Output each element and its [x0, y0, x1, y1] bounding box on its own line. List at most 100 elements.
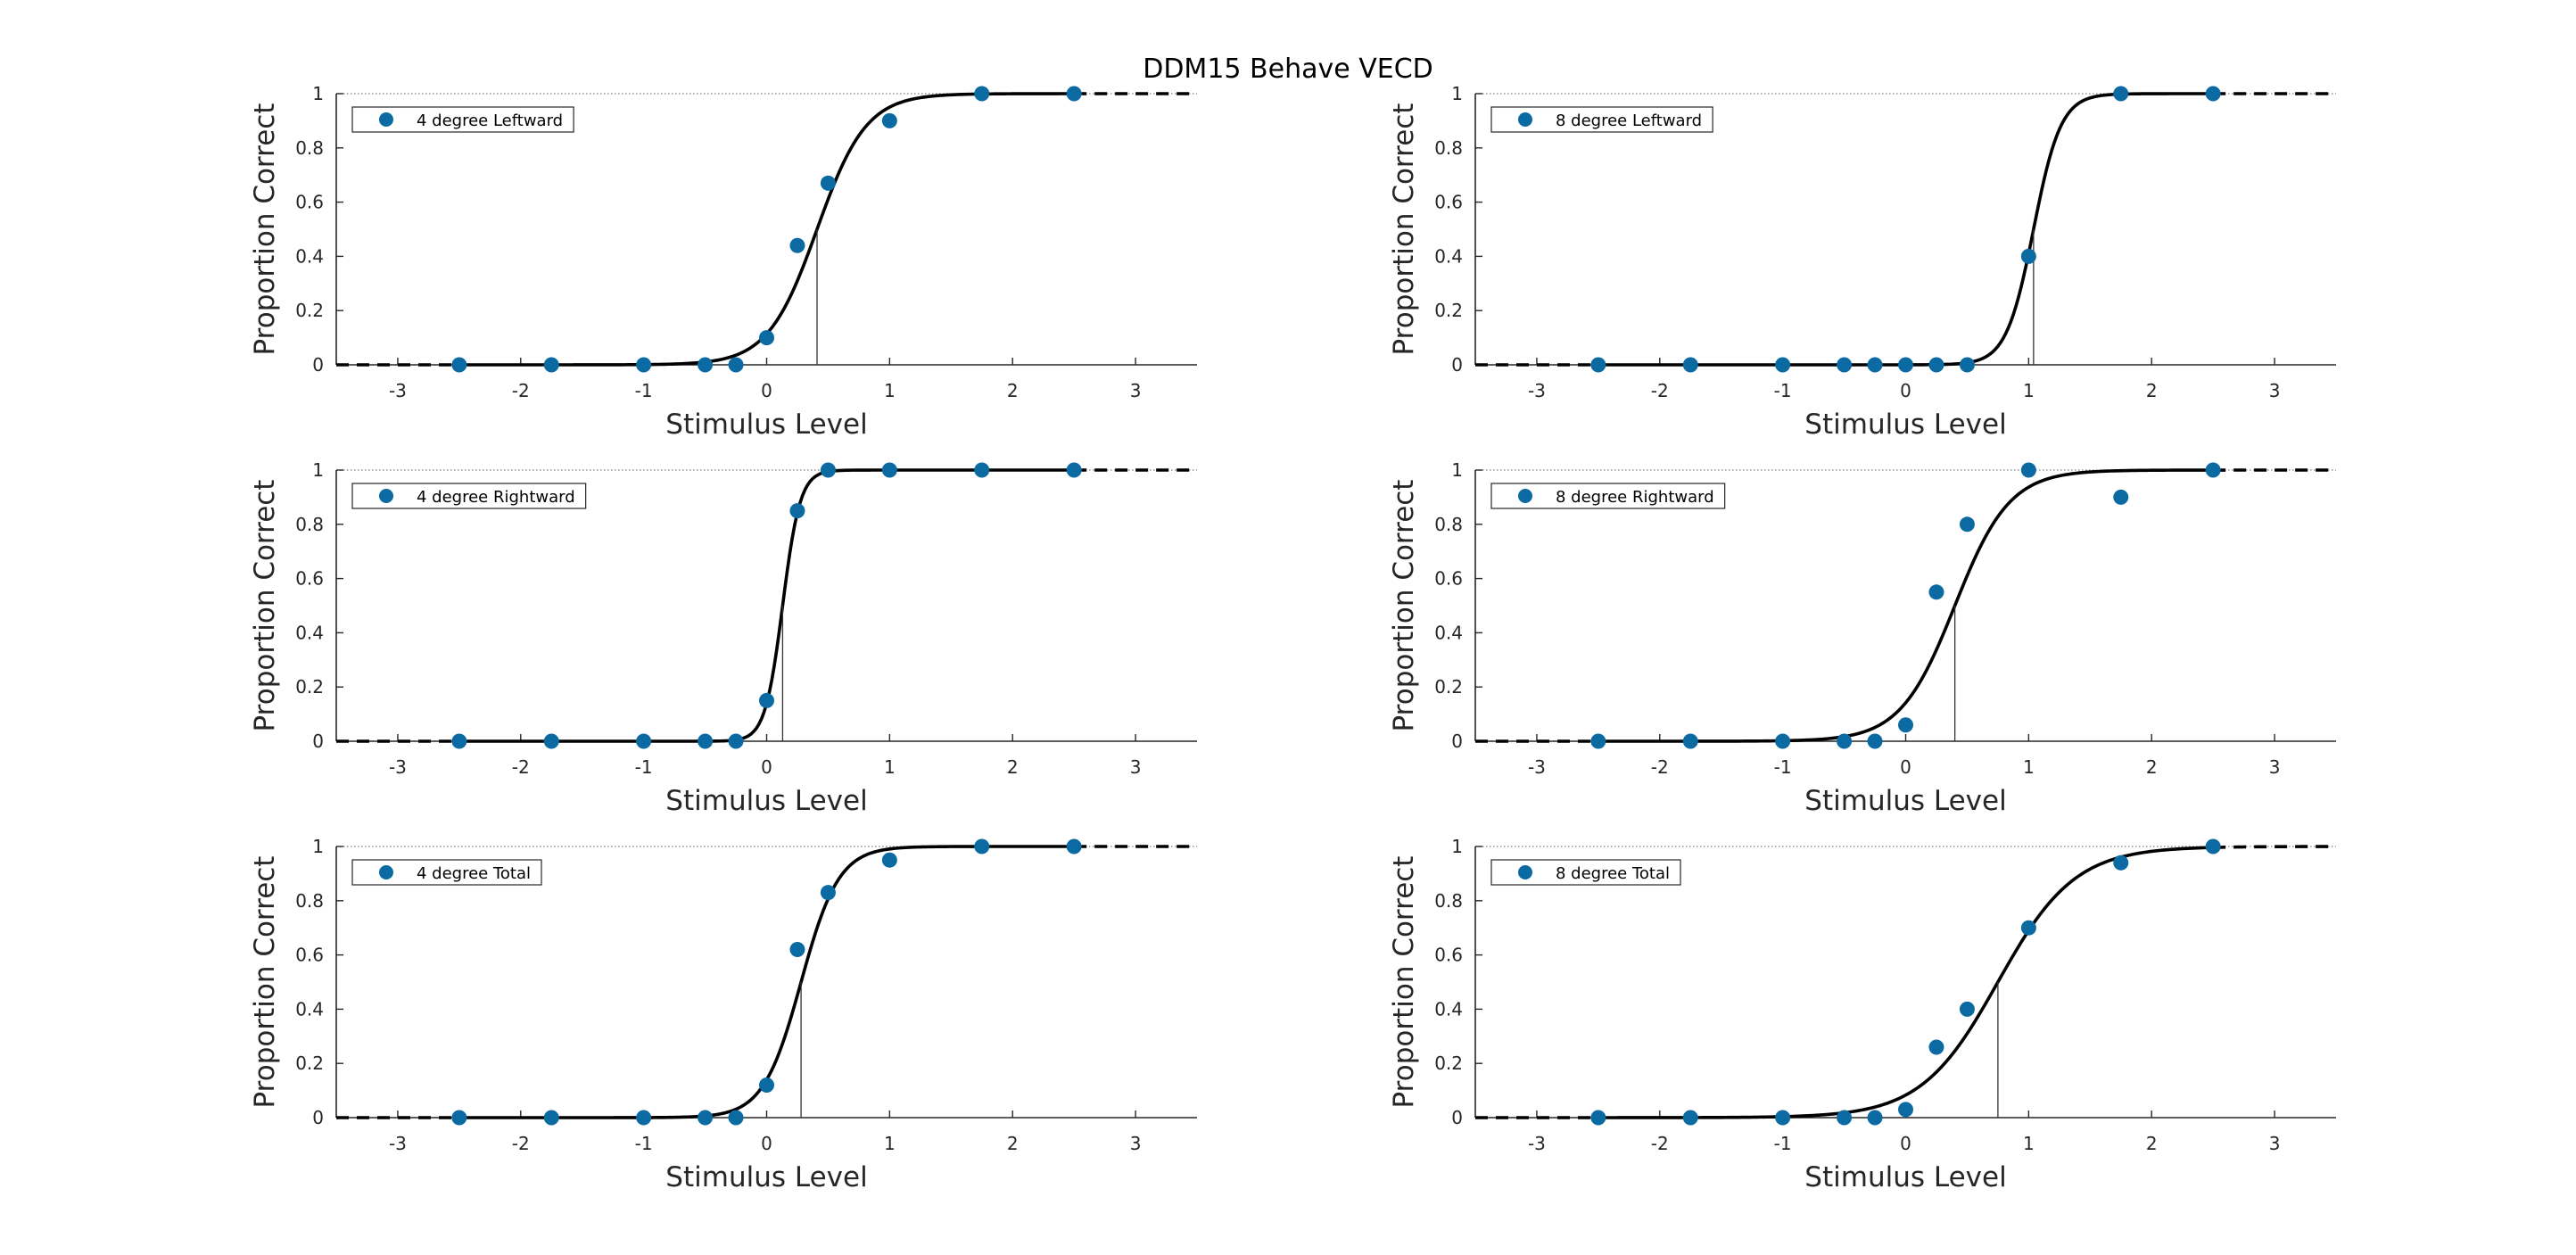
y-tick-label: 0.6	[295, 192, 324, 213]
data-point	[2113, 490, 2128, 505]
x-tick-label: 3	[1130, 380, 1142, 401]
data-point	[821, 176, 836, 191]
data-point	[1868, 358, 1883, 373]
y-axis-label: Proportion Correct	[1388, 856, 1420, 1109]
data-point	[544, 734, 559, 749]
x-tick-label: -3	[1528, 756, 1546, 778]
x-tick-label: 0	[1900, 756, 1911, 778]
x-tick-label: 0	[761, 756, 772, 778]
data-point	[882, 113, 897, 128]
x-tick-label: 3	[2269, 756, 2281, 778]
x-tick-label: -3	[389, 756, 407, 778]
legend-marker	[379, 489, 393, 503]
x-tick-label: -3	[389, 1133, 407, 1154]
y-tick-label: 0	[1451, 354, 1463, 376]
x-tick-label: 2	[2146, 380, 2158, 401]
data-point	[1928, 584, 1944, 599]
y-tick-label: 0	[312, 731, 324, 752]
x-tick-label: -3	[1528, 380, 1546, 401]
y-tick-label: 1	[1451, 836, 1463, 857]
data-point	[451, 734, 466, 749]
data-point	[636, 1111, 651, 1126]
data-point	[974, 839, 989, 855]
y-tick-label: 0	[1451, 731, 1463, 752]
data-point	[729, 734, 744, 749]
x-tick-label: -1	[1774, 380, 1792, 401]
data-point	[821, 885, 836, 900]
data-point	[1960, 1002, 1975, 1017]
y-axis-label: Proportion Correct	[249, 856, 281, 1109]
data-point	[729, 1111, 744, 1126]
data-point	[1837, 734, 1852, 749]
x-tick-label: 3	[2269, 1133, 2281, 1154]
data-point	[1898, 717, 1913, 732]
data-point	[1775, 1111, 1790, 1126]
legend-marker	[1518, 865, 1532, 879]
x-tick-label: -2	[512, 380, 530, 401]
data-point	[2113, 87, 2128, 102]
legend-label: 8 degree Leftward	[1556, 111, 1702, 130]
x-axis-label: Stimulus Level	[1804, 1161, 2006, 1193]
y-tick-label: 0.6	[295, 568, 324, 590]
data-point	[2021, 463, 2036, 478]
legend-marker	[379, 865, 393, 879]
legend-label: 8 degree Rightward	[1556, 488, 1714, 507]
y-tick-label: 0	[312, 354, 324, 376]
x-tick-label: -1	[635, 1133, 653, 1154]
x-tick-label: 1	[2023, 1133, 2035, 1154]
x-tick-label: -2	[512, 756, 530, 778]
y-tick-label: 0.8	[295, 890, 324, 912]
data-point	[1683, 734, 1698, 749]
data-point	[2206, 839, 2221, 855]
data-point	[544, 1111, 559, 1126]
data-point	[698, 358, 713, 373]
y-tick-label: 1	[312, 836, 324, 857]
fit-curve	[1598, 470, 2213, 741]
y-tick-label: 0.2	[295, 676, 324, 698]
data-point	[1067, 87, 1082, 102]
data-point	[2206, 87, 2221, 102]
data-point	[1960, 516, 1975, 532]
y-tick-label: 0.8	[295, 514, 324, 535]
x-tick-label: 2	[2146, 756, 2158, 778]
x-tick-label: -1	[1774, 1133, 1792, 1154]
data-point	[636, 734, 651, 749]
data-point	[1928, 358, 1944, 373]
data-point	[2113, 855, 2128, 871]
data-point	[759, 330, 774, 345]
data-point	[882, 853, 897, 868]
legend-label: 4 degree Rightward	[417, 488, 575, 507]
x-tick-label: 2	[1007, 756, 1019, 778]
y-tick-label: 0	[312, 1107, 324, 1128]
data-point	[1067, 839, 1082, 855]
y-tick-label: 1	[1451, 83, 1463, 104]
x-tick-label: -2	[1651, 380, 1669, 401]
data-point	[1590, 1111, 1606, 1126]
data-point	[789, 503, 805, 518]
data-point	[1683, 358, 1698, 373]
data-point	[789, 942, 805, 957]
data-point	[698, 734, 713, 749]
data-point	[1928, 1039, 1944, 1054]
x-tick-label: 3	[2269, 380, 2281, 401]
y-tick-label: 0.6	[295, 945, 324, 966]
data-point	[1868, 734, 1883, 749]
data-point	[698, 1111, 713, 1126]
x-axis-label: Stimulus Level	[1804, 785, 2006, 817]
data-point	[821, 463, 836, 478]
x-tick-label: -1	[635, 756, 653, 778]
y-tick-label: 0.2	[1434, 300, 1463, 321]
x-tick-label: -2	[512, 1133, 530, 1154]
data-point	[1590, 734, 1606, 749]
data-point	[1837, 358, 1852, 373]
data-point	[451, 358, 466, 373]
y-tick-label: 0	[1451, 1107, 1463, 1128]
y-tick-label: 0.8	[295, 137, 324, 159]
data-point	[1837, 1111, 1852, 1126]
